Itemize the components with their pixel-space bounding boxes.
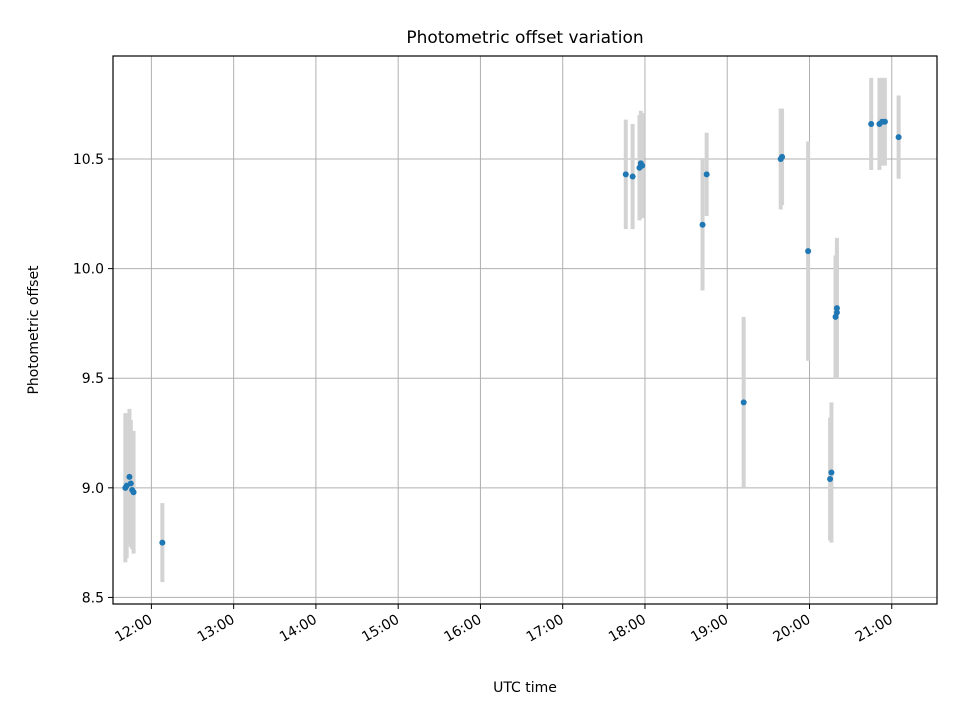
- data-point: [827, 476, 834, 483]
- data-point: [699, 221, 706, 228]
- data-point: [779, 153, 786, 160]
- data-point: [805, 248, 812, 255]
- data-point: [703, 171, 710, 178]
- data-point: [127, 480, 134, 487]
- data-point: [833, 309, 840, 316]
- chart-title: Photometric offset variation: [406, 28, 643, 48]
- data-point: [629, 173, 636, 180]
- data-point: [740, 399, 747, 406]
- y-axis-ticks: 8.5 9.0 9.5 10.0 10.5: [73, 152, 113, 606]
- plot-frame: [112, 55, 938, 605]
- data-points: [122, 118, 902, 546]
- y-tick-label: 9.5: [82, 371, 104, 387]
- data-point: [639, 162, 646, 169]
- data-point: [622, 171, 629, 178]
- data-point: [833, 305, 840, 312]
- data-point: [895, 134, 902, 141]
- data-point: [126, 473, 133, 480]
- data-point: [130, 489, 137, 496]
- y-tick-label: 10.0: [73, 262, 104, 278]
- x-axis-label: UTC time: [493, 680, 557, 696]
- y-tick-label: 9.0: [82, 481, 104, 497]
- data-point: [868, 120, 875, 127]
- y-axis-label: Photometric offset: [26, 265, 42, 395]
- y-tick-label: 8.5: [82, 590, 104, 606]
- data-point: [881, 118, 888, 125]
- data-point: [159, 539, 166, 546]
- y-tick-label: 10.5: [73, 152, 104, 168]
- data-point: [828, 469, 835, 476]
